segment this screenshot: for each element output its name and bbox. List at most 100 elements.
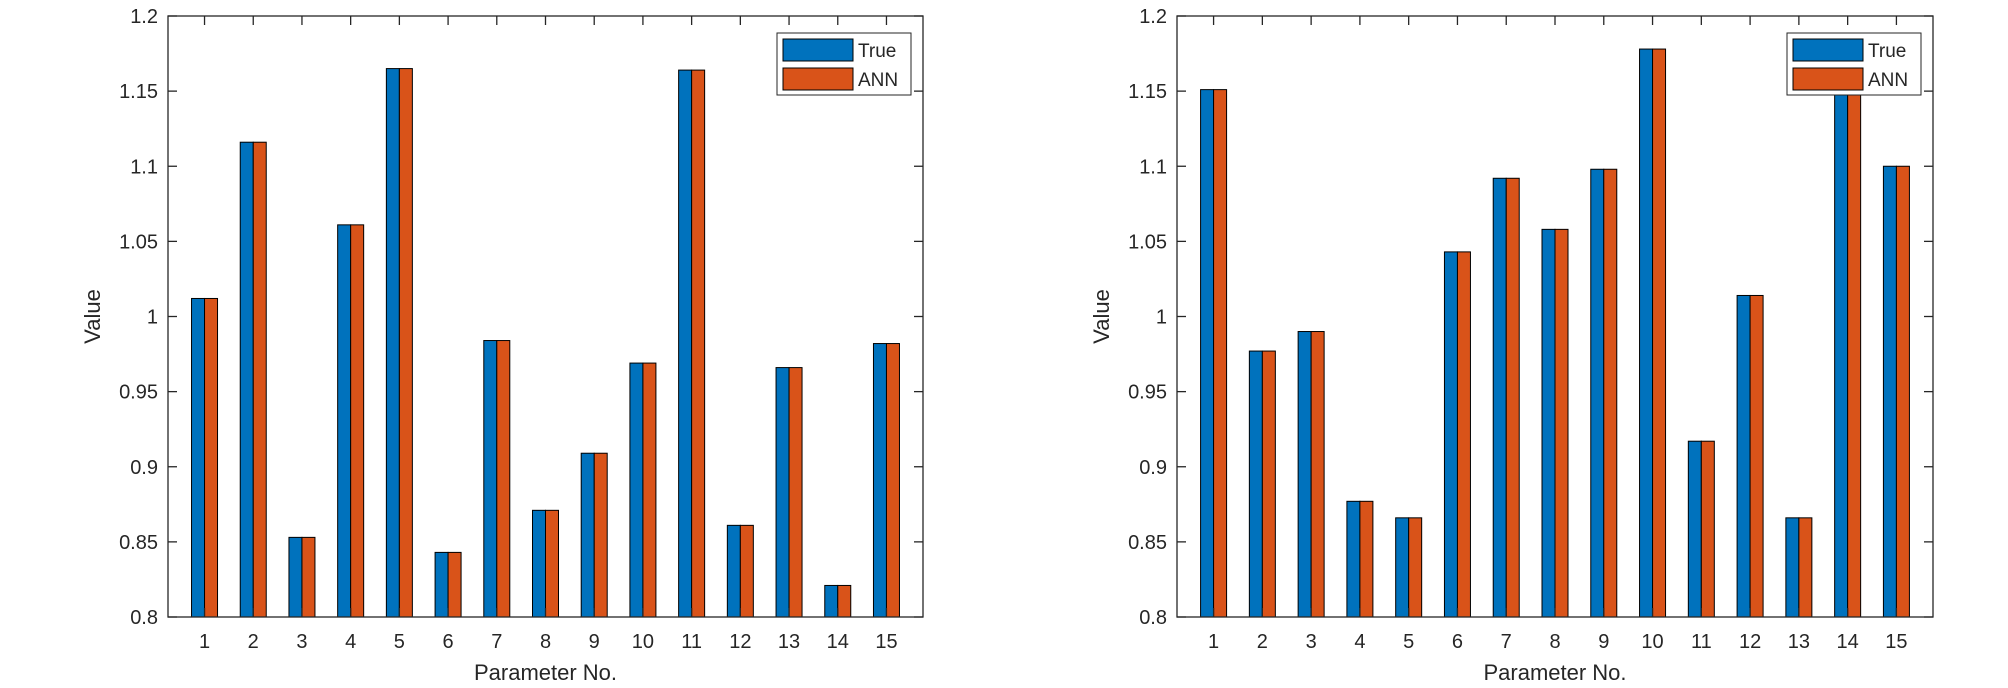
legend: True ANN <box>1786 32 1922 96</box>
bar-true-6 <box>434 551 449 618</box>
bar-ann-1 <box>1213 89 1228 618</box>
bar-true-14 <box>1834 90 1849 618</box>
x-tick-label: 7 <box>1501 631 1512 653</box>
bar-true-15 <box>1882 165 1897 618</box>
x-tick-label: 6 <box>1452 631 1463 653</box>
bar-true-1 <box>1200 89 1215 618</box>
bar-ann-6 <box>447 551 462 618</box>
bar-ann-4 <box>1359 500 1374 618</box>
x-tick-label: 6 <box>443 631 454 653</box>
bar-true-11 <box>678 69 693 618</box>
bar-ann-15 <box>885 343 900 618</box>
bar-true-4 <box>337 224 352 618</box>
y-tick-label: 0.95 <box>119 382 158 404</box>
legend-label-ann: ANN <box>858 70 898 91</box>
legend-swatch-ann <box>782 67 854 91</box>
bar-true-5 <box>385 68 400 618</box>
y-tick-label: 0.8 <box>130 607 158 629</box>
bar-ann-11 <box>691 69 706 618</box>
x-tick-label: 9 <box>589 631 600 653</box>
legend-swatch-true <box>782 38 854 62</box>
x-tick-label: 11 <box>681 631 702 653</box>
y-tick-label: 1.05 <box>1128 231 1167 253</box>
x-tick-label: 10 <box>1641 631 1663 653</box>
x-tick-label: 10 <box>632 631 654 653</box>
bar-true-8 <box>532 509 546 618</box>
legend-label-true: True <box>1868 41 1906 62</box>
chart-panel-2: 0.8 0.85 0.9 0.95 1 1.05 1.1 1.15 1.2 1 2 3 4 5 6 7 8 9 10… <box>1089 6 1934 685</box>
bar-ann-6 <box>1456 251 1471 618</box>
y-tick-label: 0.85 <box>1128 532 1167 554</box>
x-tick-label: 2 <box>1257 631 1268 653</box>
y-tick-label: 1 <box>147 307 158 329</box>
x-tick-label: 4 <box>1354 631 1365 653</box>
bar-true-7 <box>483 340 498 618</box>
bar-ann-15 <box>1895 165 1910 618</box>
bar-ann-7 <box>1505 177 1520 618</box>
bar-ann-5 <box>398 68 413 618</box>
x-tick-label: 13 <box>1788 631 1810 653</box>
bar-ann-3 <box>1310 331 1325 618</box>
bar-true-3 <box>288 536 303 618</box>
x-tick-label: 15 <box>875 631 897 653</box>
y-tick-label: 0.95 <box>1128 382 1167 404</box>
y-tick-label: 1.15 <box>119 81 158 103</box>
y-tick-label: 1.1 <box>1139 156 1167 178</box>
bar-ann-8 <box>545 509 559 618</box>
bar-true-5 <box>1395 517 1410 618</box>
x-tick-label: 12 <box>1739 631 1761 653</box>
bar-ann-14 <box>1847 90 1862 618</box>
y-tick-label: 1.1 <box>130 156 158 178</box>
bar-true-6 <box>1443 251 1458 618</box>
x-tick-label: 15 <box>1885 631 1907 653</box>
bar-ann-3 <box>301 536 316 618</box>
bar-ann-10 <box>1652 48 1667 618</box>
y-tick-label: 1.15 <box>1128 81 1167 103</box>
y-tick-label: 0.9 <box>130 457 158 479</box>
x-tick-label: 8 <box>1549 631 1560 653</box>
y-tick-label: 0.8 <box>1139 607 1167 629</box>
bar-ann-2 <box>252 141 267 618</box>
x-tick-label: 7 <box>491 631 502 653</box>
x-axis-label: Parameter No. <box>1483 660 1626 685</box>
bar-ann-11 <box>1700 440 1715 618</box>
y-tick-label: 1.05 <box>119 231 158 253</box>
x-tick-label: 5 <box>394 631 405 653</box>
bar-ann-14 <box>837 584 852 618</box>
bar-true-13 <box>1785 517 1800 618</box>
x-tick-label: 4 <box>345 631 356 653</box>
bar-true-15 <box>872 343 887 618</box>
x-tick-label: 2 <box>248 631 259 653</box>
bar-ann-13 <box>1798 517 1813 618</box>
x-tick-label: 3 <box>1306 631 1317 653</box>
bar-ann-2 <box>1261 350 1276 618</box>
bar-true-7 <box>1492 177 1507 618</box>
bar-true-3 <box>1297 331 1312 618</box>
bar-ann-13 <box>788 367 803 618</box>
bar-true-9 <box>580 452 595 618</box>
bar-true-1 <box>191 297 206 618</box>
y-axis-label: Value <box>1089 289 1114 344</box>
y-tick-label: 0.85 <box>119 532 158 554</box>
bar-ann-1 <box>204 297 219 618</box>
y-axis-label: Value <box>80 289 105 344</box>
bar-true-4 <box>1346 500 1361 618</box>
y-tick-label: 0.9 <box>1139 457 1167 479</box>
y-tick-label: 1.2 <box>130 6 158 28</box>
y-tick-label: 1.2 <box>1139 6 1167 28</box>
bar-ann-9 <box>593 452 608 618</box>
bar-ann-4 <box>350 224 365 618</box>
bar-ann-8 <box>1554 228 1569 618</box>
bar-true-13 <box>775 367 790 618</box>
x-tick-label: 1 <box>199 631 210 653</box>
bar-true-10 <box>1639 48 1654 618</box>
x-tick-label: 9 <box>1598 631 1609 653</box>
x-tick-label: 1 <box>1208 631 1219 653</box>
bar-true-12 <box>1736 294 1751 618</box>
x-axis-label: Parameter No. <box>474 660 617 685</box>
bar-ann-10 <box>642 362 657 618</box>
x-tick-label: 14 <box>827 631 849 653</box>
x-tick-label: 5 <box>1403 631 1414 653</box>
bar-ann-9 <box>1603 168 1618 618</box>
